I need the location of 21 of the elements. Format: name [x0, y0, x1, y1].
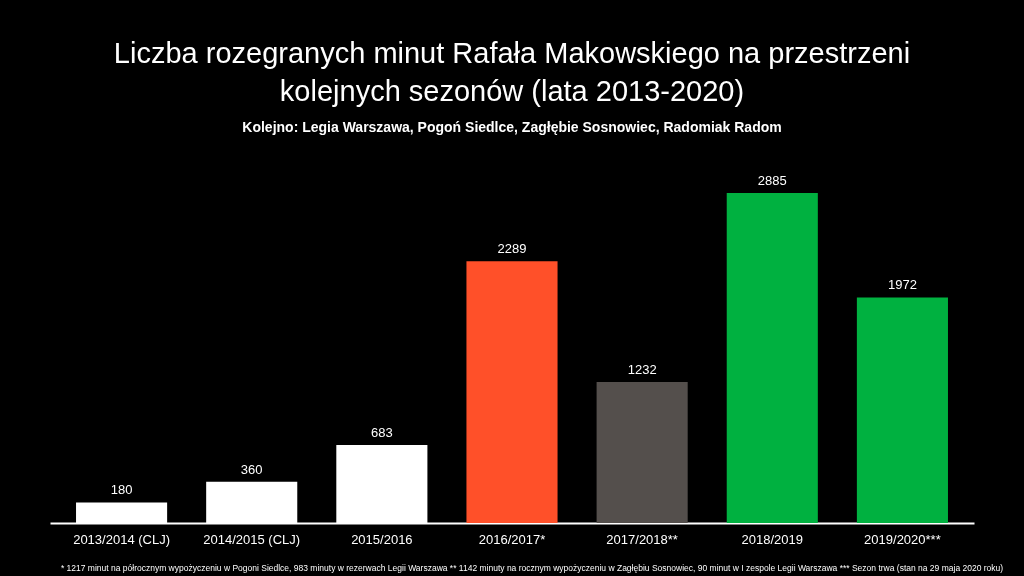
- chart-title: Liczba rozegranych minut Rafała Makowskiego na przestrzeni kolejnych sezonów (lata 2013-2020): [113, 37, 911, 107]
- chart-subtitle: Kolejno: Legia Warszawa, Pogoń Siedlce, Zagłębie Sosnowiec, Radomiak Radom: [242, 119, 782, 135]
- bar: [466, 261, 558, 523]
- x-tick-label: 2013/2014 (CLJ): [73, 531, 170, 547]
- x-tick-label: 2019/2020***: [864, 531, 941, 547]
- x-tick-label: 2017/2018**: [606, 531, 678, 547]
- data-label: 360: [240, 461, 263, 477]
- x-tick-label: 2014/2015 (CLJ): [203, 531, 301, 547]
- data-label: 2289: [497, 241, 527, 257]
- text: * 1217 minut na półrocznym wypożyczeniu w Pogoni Siedlce, 983 minuty w rezerwach Legii Warszawa ** 1142 minuty na rocznym wypożyczeniu w Zagłębiu Sosnowiec, 90 minut w I zespole Legii Warszawa *** Sezon trwa (stan na 29 maja 2020 roku): [60, 563, 1004, 573]
- bar: [856, 297, 948, 523]
- data-label: 1232: [627, 362, 657, 378]
- data-label: 1972: [887, 277, 917, 293]
- bar: [726, 193, 818, 523]
- data-label: 180: [110, 482, 133, 498]
- x-tick-label: 2018/2019: [741, 531, 804, 547]
- data-label: 683: [371, 424, 393, 440]
- bar: [596, 382, 688, 523]
- x-tick-label: 2015/2016: [351, 531, 413, 547]
- x-tick-label: 2016/2017*: [478, 531, 546, 547]
- data-label: 2885: [757, 173, 787, 188]
